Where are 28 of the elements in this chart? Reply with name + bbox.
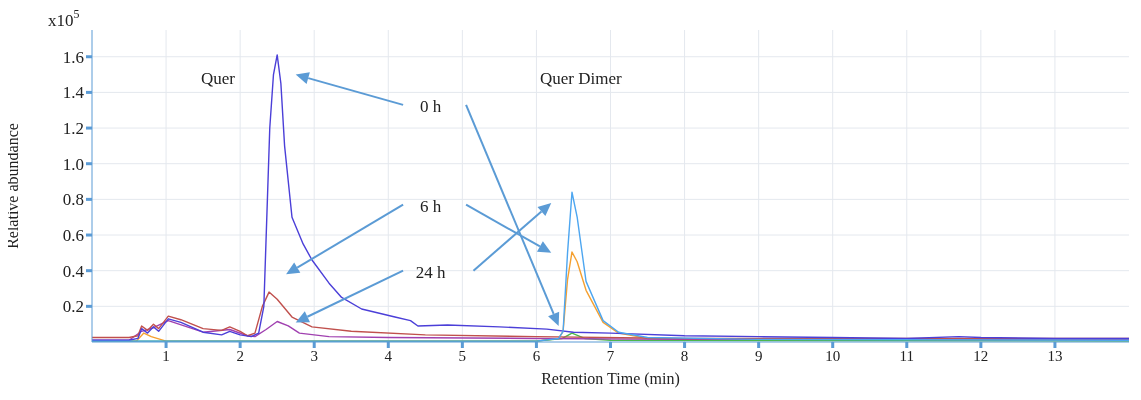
x-tick-label: 3 xyxy=(310,347,318,364)
x-tick-label: 4 xyxy=(384,347,393,364)
x-tick-label: 8 xyxy=(680,347,689,364)
x-tick-label: 10 xyxy=(825,347,841,364)
text: x10$^{5}$ xyxy=(48,6,80,30)
y-tick-label: 0.8 xyxy=(62,190,84,210)
x-tick-label: 5 xyxy=(458,347,467,364)
y-tick-label: 0.6 xyxy=(62,226,84,246)
y-tick-label: 1.4 xyxy=(62,83,85,103)
y-tick-label: 1.6 xyxy=(62,47,84,67)
y-tick-label: 0.4 xyxy=(62,261,85,281)
x-tick-label: 6 xyxy=(532,347,541,364)
y-tick-label: 1.2 xyxy=(62,119,84,139)
x-tick-label: 9 xyxy=(754,347,763,364)
annotation: 24 h xyxy=(415,263,446,283)
x-tick-label: 2 xyxy=(236,347,244,364)
x-axis-title: Retention Time (min) xyxy=(541,370,680,388)
x-tick-label: 12 xyxy=(973,347,989,364)
annotation: Quer Dimer xyxy=(540,68,623,88)
y-tick-label: 1.0 xyxy=(62,154,84,174)
y-tick-label: 0.2 xyxy=(62,297,84,317)
x-tick-label: 13 xyxy=(1047,347,1063,364)
x-tick-label: 11 xyxy=(899,347,915,364)
annotation: Quer xyxy=(200,68,236,88)
x-tick-label: 7 xyxy=(606,347,615,364)
annotation: 6 h xyxy=(419,197,442,217)
x-tick-label: 1 xyxy=(162,347,170,364)
annotation: 0 h xyxy=(419,97,442,117)
